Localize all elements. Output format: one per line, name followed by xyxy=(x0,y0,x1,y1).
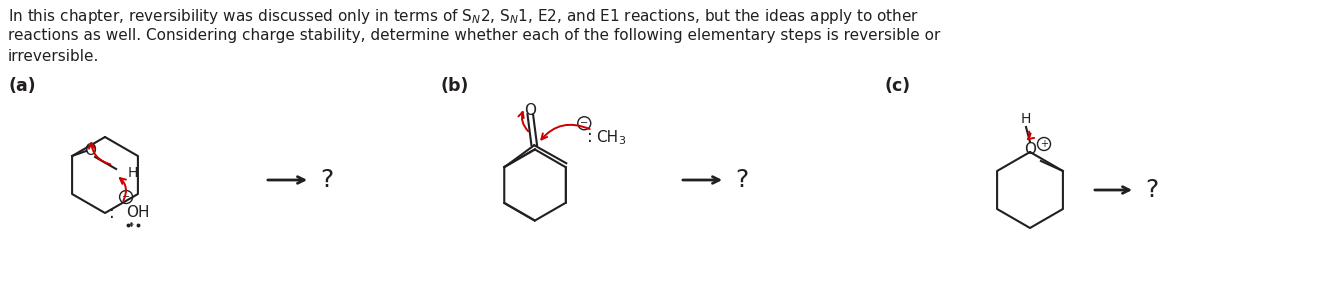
Text: OH: OH xyxy=(126,205,150,221)
Text: H: H xyxy=(128,166,139,180)
Text: In this chapter, reversibility was discussed only in terms of S$_N$2, S$_N$1, E2: In this chapter, reversibility was discu… xyxy=(8,7,919,26)
Text: +: + xyxy=(1039,139,1049,149)
Text: −: − xyxy=(580,118,588,128)
Text: irreversible.: irreversible. xyxy=(8,49,99,64)
Text: ?: ? xyxy=(320,168,334,192)
Text: (a): (a) xyxy=(8,77,36,95)
Text: 3: 3 xyxy=(618,136,625,146)
Text: ?: ? xyxy=(1145,178,1158,202)
Text: reactions as well. Considering charge stability, determine whether each of the f: reactions as well. Considering charge st… xyxy=(8,28,940,43)
Text: (c): (c) xyxy=(884,77,911,95)
Text: O: O xyxy=(1023,141,1035,156)
Text: CH: CH xyxy=(596,130,618,145)
Text: ?: ? xyxy=(735,168,748,192)
Text: (b): (b) xyxy=(440,77,469,95)
Text: :: : xyxy=(109,204,115,222)
Text: O: O xyxy=(85,144,97,158)
Text: O: O xyxy=(524,103,536,118)
Text: ⋯: ⋯ xyxy=(126,221,135,229)
Text: −: − xyxy=(122,192,130,202)
Text: H: H xyxy=(1021,112,1031,126)
Text: :: : xyxy=(587,128,592,146)
